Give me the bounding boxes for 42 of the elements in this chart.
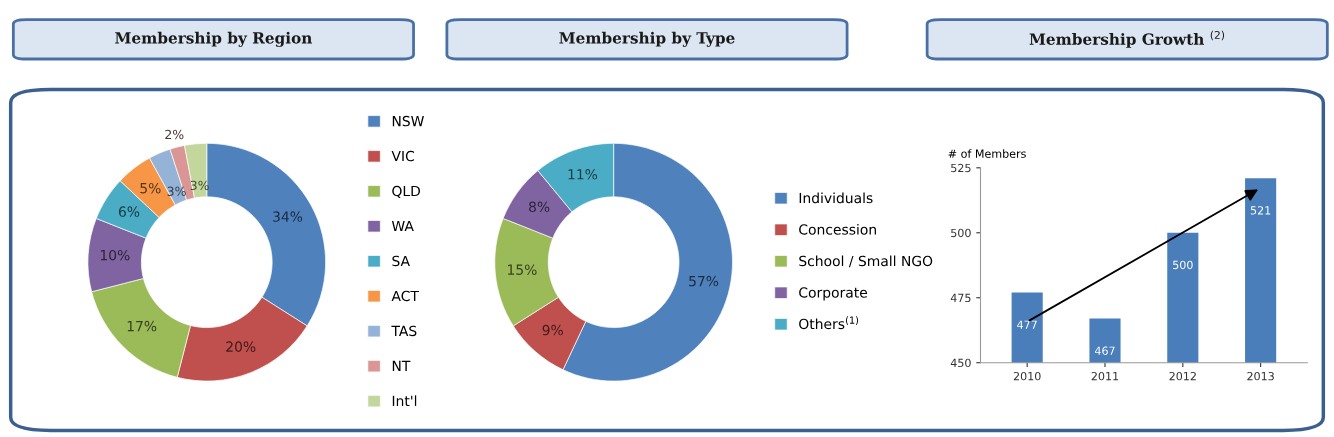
y-tick-label: 475 <box>950 293 971 303</box>
data-label: 20% <box>226 341 256 352</box>
chart-title: Membership Growth $^{(2)}$ <box>1029 30 1225 48</box>
data-label: 6% <box>118 206 140 217</box>
legend-label: VIC <box>391 150 414 162</box>
data-label: 2% <box>165 129 184 140</box>
data-label: 467 <box>1094 346 1115 355</box>
legend-label: School / Small NGO <box>799 255 933 268</box>
legend-label: Others$^{(1)}$ <box>799 316 859 330</box>
data-label: 8% <box>529 201 550 213</box>
x-tick-label: 2011 <box>1091 371 1119 381</box>
legend-label: QLD <box>392 185 421 198</box>
data-label: 10% <box>100 249 130 261</box>
legend-label: Corporate <box>799 287 868 301</box>
x-tick-label: 2012 <box>1169 371 1196 381</box>
data-label: 57% <box>689 275 719 287</box>
legend-label: WA <box>391 220 414 232</box>
legend-label: SA <box>392 255 410 267</box>
chart-title: Membership by Region <box>115 31 313 47</box>
y-tick-label: 500 <box>951 228 971 238</box>
chart-title: Membership by Type <box>559 31 735 47</box>
data-label: 521 <box>1250 206 1271 215</box>
legend-label: TAS <box>391 325 417 337</box>
legend-label: Int'l <box>392 395 417 406</box>
y-axis-title: # of Members <box>948 149 1026 158</box>
x-tick-label: 2013 <box>1247 371 1274 381</box>
data-label: 15% <box>508 264 537 275</box>
legend-label: NSW <box>392 115 424 127</box>
data-label: 11% <box>568 169 598 180</box>
legend-label: NT <box>392 360 411 371</box>
data-label: 477 <box>1017 320 1037 329</box>
data-label: 500 <box>1173 260 1193 270</box>
data-label: 17% <box>127 320 157 332</box>
legend-label: Individuals <box>799 192 873 204</box>
legend-label: Concession <box>799 223 876 235</box>
y-tick-label: 525 <box>951 163 971 173</box>
data-label: 5% <box>140 182 161 194</box>
y-tick-label: 450 <box>950 358 971 368</box>
data-label: 34% <box>273 211 303 222</box>
x-tick-label: 2010 <box>1013 371 1041 381</box>
data-label: 9% <box>542 324 563 336</box>
legend-label: ACT <box>391 290 419 302</box>
